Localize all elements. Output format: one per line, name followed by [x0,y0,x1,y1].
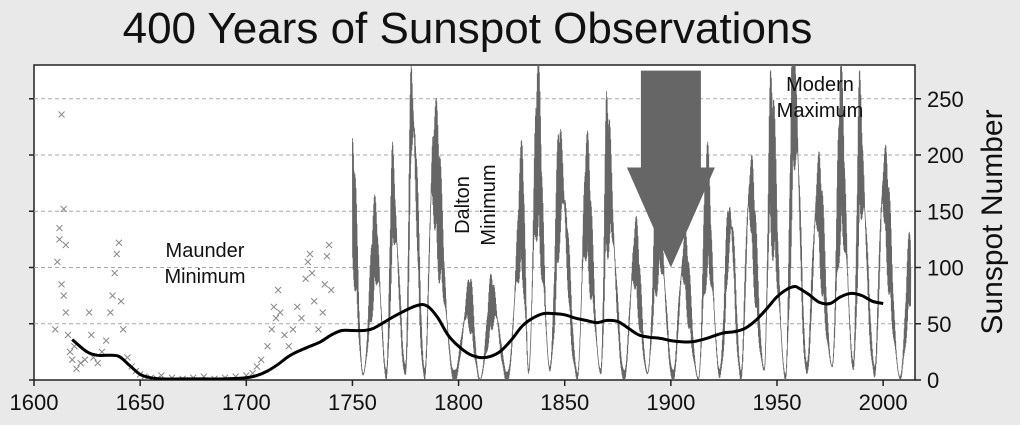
observation-marker [304,258,312,266]
observation-marker [315,326,322,333]
dalton-line-1: Dalton [452,176,474,234]
observation-marker [276,309,284,316]
maunder-line-2: Minimum [164,266,246,288]
x-tick-label: 1700 [222,390,271,415]
observation-marker [308,269,316,277]
observation-marker [289,326,297,333]
x-tick-label: 1650 [116,390,165,415]
observation-marker [102,337,110,344]
observation-marker [253,363,261,370]
observation-marker [113,250,121,258]
observation-marker [264,342,271,350]
observation-marker [281,331,288,339]
observation-marker [64,331,72,339]
observation-marker [68,356,76,364]
observation-marker [285,342,293,350]
dalton-minimum-annotation: Dalton Minimum [450,164,502,245]
observation-marker [302,275,310,283]
early-observations-series [51,111,335,380]
observation-marker [85,309,93,316]
dalton-line-2: Minimum [478,164,500,246]
x-axis-ticks: 1600 1650 1700 1750 1800 1850 1900 1950 2000 [10,380,908,415]
y-tick-label: 250 [927,87,964,112]
observation-marker [62,309,70,316]
observation-marker [272,314,280,322]
modern-maximum-annotation: Modern Maximum [755,72,885,124]
observation-marker [77,359,85,367]
observation-marker [58,111,65,118]
observation-marker [62,241,70,249]
observation-marker [298,314,305,322]
x-tick-label: 1800 [434,390,483,415]
observation-marker [319,309,327,316]
observation-marker [306,250,314,258]
observation-marker [310,297,318,305]
down-arrow-marker [626,70,715,268]
x-tick-label: 1850 [540,390,589,415]
observation-marker [56,224,63,232]
x-tick-label: 1600 [10,390,59,415]
maunder-line-1: Maunder [165,240,245,262]
observation-marker [115,239,123,247]
observation-marker [325,241,333,249]
observation-marker [274,286,282,294]
observation-marker [268,326,276,333]
y-axis-ticks: 0 50 100 150 200 250 [29,87,964,393]
y-tick-label: 100 [927,256,964,281]
observation-marker [56,236,63,243]
observation-marker [51,326,59,333]
x-tick-label: 2000 [859,390,908,415]
observation-marker [257,356,265,364]
y-tick-label: 0 [927,368,939,393]
y-tick-label: 200 [927,143,964,168]
modern-line-2: Maximum [776,100,864,122]
observation-marker [323,252,331,260]
observation-marker [321,281,329,288]
observation-marker [109,292,116,299]
observation-marker [58,281,65,288]
observation-marker [327,286,335,294]
observation-marker [87,331,95,339]
maunder-minimum-annotation: Maunder Minimum [140,238,270,290]
y-axis-label: Sunspot Number [976,109,1009,335]
x-tick-label: 1750 [328,390,377,415]
x-tick-label: 1900 [646,390,695,415]
observation-marker [117,297,125,305]
observation-marker [73,365,80,373]
observation-marker [111,269,119,277]
chart-title: 400 Years of Sunspot Observations [122,4,813,53]
smoothed-average-line [71,285,884,380]
y-tick-label: 150 [927,199,964,224]
observation-marker [94,359,102,367]
observation-marker [81,356,89,364]
observation-marker [119,326,127,333]
observation-marker [270,303,278,311]
observation-marker [66,348,74,356]
y-tick-label: 50 [927,312,951,337]
observation-marker [107,309,114,316]
observation-marker [293,303,301,311]
modern-line-1: Modern [786,74,854,96]
observation-marker [53,258,61,266]
observation-marker [60,205,68,213]
observation-marker [60,292,68,299]
monthly-sunspot-series [352,65,912,380]
x-tick-label: 1950 [753,390,802,415]
